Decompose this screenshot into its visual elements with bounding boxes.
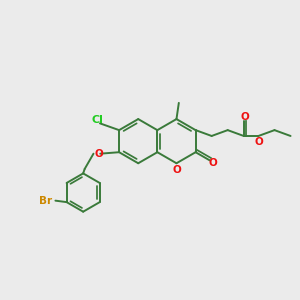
Text: O: O bbox=[241, 112, 249, 122]
Text: O: O bbox=[172, 165, 181, 175]
Text: Cl: Cl bbox=[92, 115, 103, 124]
Text: Br: Br bbox=[39, 196, 52, 206]
Text: O: O bbox=[208, 158, 217, 168]
Text: O: O bbox=[94, 149, 103, 159]
Text: O: O bbox=[255, 137, 263, 147]
